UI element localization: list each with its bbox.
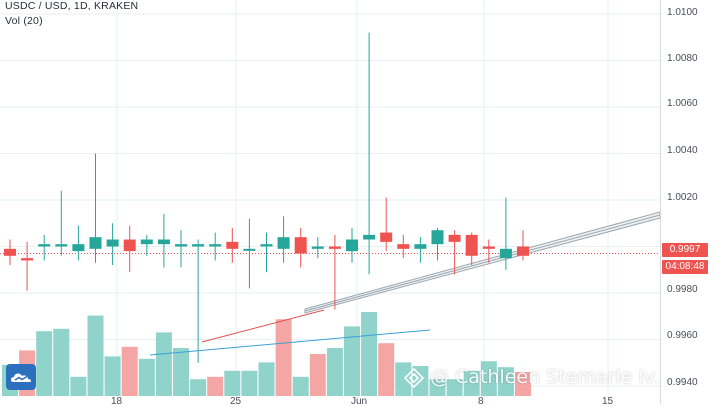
volume-bar (70, 376, 87, 396)
candle-body (465, 234, 478, 256)
price-tick: 1.0020 (667, 192, 698, 203)
cloud-icon (11, 373, 31, 382)
volume-bar (173, 348, 189, 396)
time-label: 8 (478, 396, 484, 407)
candle-body (328, 246, 341, 249)
last-price-tag: 0.9997 (662, 243, 708, 257)
watermark-text: @ Cathleen Stemarie Iv... (430, 366, 672, 388)
volume-bar (326, 348, 343, 396)
candle-body (397, 244, 410, 249)
volume-bar (224, 370, 241, 396)
candle-body (277, 237, 290, 249)
candle-body (55, 244, 68, 247)
candle-body (192, 244, 205, 247)
volume-bar (446, 379, 463, 396)
volume-bar (138, 358, 155, 396)
candle-body (448, 234, 461, 242)
candle-body (414, 244, 427, 249)
candle-body (140, 239, 153, 245)
price-tick: 0.9960 (667, 330, 698, 341)
volume-bar (515, 372, 531, 396)
bar-countdown-tag: 04:08:48 (662, 260, 708, 274)
candle-body (431, 230, 444, 245)
price-tick: 1.0040 (667, 145, 698, 156)
volume-bar (104, 356, 121, 396)
candle-body (106, 239, 119, 247)
time-label: 15 (602, 396, 614, 407)
volume-bar (36, 331, 53, 396)
price-tick: 0.9940 (667, 377, 698, 388)
symbol-legend[interactable]: USDC / USD, 1D, KRAKEN (5, 0, 139, 12)
candle-body (311, 246, 324, 249)
trend-line-blue (149, 329, 431, 356)
time-label: 18 (111, 396, 123, 407)
volume-bar (378, 343, 395, 396)
volume-bar (395, 362, 412, 396)
candle-body (517, 246, 529, 256)
volume-indicator-legend[interactable]: Vol (20) (5, 15, 43, 27)
price-tick: 1.0100 (667, 7, 698, 18)
time-label: 25 (230, 396, 242, 407)
candle-body (363, 234, 376, 240)
volume-bar (155, 332, 172, 396)
candle-body (175, 244, 187, 247)
volume-bar (53, 328, 70, 396)
candle-body (89, 237, 102, 249)
volume-bar (344, 326, 360, 396)
volume-bar (87, 315, 104, 396)
price-tick: 0.9980 (667, 284, 698, 295)
volume-bar (207, 376, 224, 396)
candle-body (226, 241, 239, 249)
candle-body (294, 237, 307, 254)
price-chart[interactable] (0, 0, 660, 404)
candle-body (260, 244, 273, 247)
chart-area[interactable]: USDC / USD, 1D, KRAKEN Vol (20) @ Cathle… (0, 0, 672, 407)
volume-bar (480, 361, 497, 396)
time-label: Jun (351, 396, 368, 407)
price-tick: 1.0060 (667, 98, 698, 109)
candle-body (38, 244, 51, 247)
price-tick: 1.0080 (667, 53, 698, 64)
candle-body (72, 244, 85, 252)
candle-body (346, 239, 358, 252)
volume-bar (241, 370, 258, 396)
volume-bar (361, 312, 378, 396)
candle-body (243, 248, 256, 251)
candle-body (209, 244, 222, 247)
candle-body (21, 258, 34, 261)
parallel-channel-midline (304, 214, 660, 312)
candle-body (123, 239, 136, 252)
candle-body (499, 248, 512, 259)
volume-bar (429, 379, 446, 396)
volume-bar (121, 346, 138, 396)
volume-bar (497, 367, 514, 396)
candle-body (482, 246, 495, 249)
candle-body (4, 248, 16, 256)
price-axis[interactable]: 1.0100 1.0080 1.0060 1.0040 1.0020 0.998… (660, 0, 720, 404)
volume-bar (275, 319, 292, 396)
tradingview-logo[interactable] (6, 364, 36, 390)
volume-bar (190, 379, 207, 396)
volume-bar (292, 376, 309, 396)
candle-body (157, 239, 170, 245)
watermark-diamond-icon (404, 368, 424, 388)
volume-bar (309, 354, 326, 396)
volume-bar (463, 370, 480, 396)
volume-bar (258, 362, 275, 396)
candle-body (380, 232, 393, 242)
trend-line-red (201, 309, 325, 343)
